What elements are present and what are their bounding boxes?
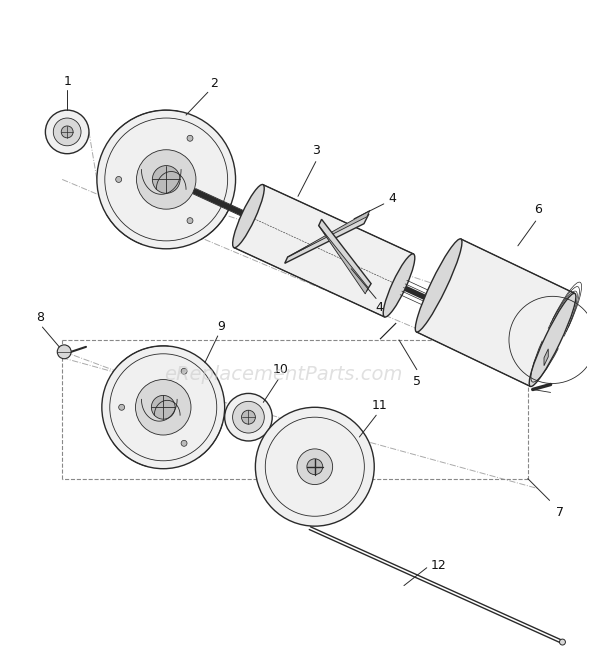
Circle shape (255, 407, 374, 526)
Polygon shape (234, 185, 414, 317)
Ellipse shape (383, 254, 415, 317)
Circle shape (57, 345, 71, 359)
Polygon shape (544, 349, 548, 366)
Text: 12: 12 (431, 559, 447, 572)
Ellipse shape (415, 239, 462, 332)
Text: 2: 2 (210, 77, 218, 90)
Polygon shape (380, 323, 396, 339)
Circle shape (136, 380, 191, 435)
Circle shape (53, 118, 81, 146)
Circle shape (116, 177, 122, 183)
Circle shape (241, 410, 255, 424)
Circle shape (97, 110, 235, 249)
Circle shape (225, 393, 272, 441)
Circle shape (152, 165, 180, 193)
Circle shape (232, 401, 264, 433)
Polygon shape (417, 239, 575, 386)
Circle shape (136, 150, 196, 209)
Text: 10: 10 (272, 363, 288, 376)
Circle shape (45, 110, 89, 153)
Ellipse shape (529, 293, 576, 386)
Text: 5: 5 (413, 374, 421, 388)
Polygon shape (319, 226, 368, 294)
Text: 4: 4 (375, 301, 383, 315)
Circle shape (152, 395, 175, 419)
Text: 1: 1 (63, 75, 71, 88)
Ellipse shape (232, 185, 264, 248)
Circle shape (187, 135, 193, 141)
Circle shape (297, 449, 333, 485)
Circle shape (187, 218, 193, 224)
Polygon shape (319, 219, 371, 291)
Text: eReplacementParts.com: eReplacementParts.com (164, 365, 402, 384)
Circle shape (559, 639, 565, 645)
Circle shape (307, 459, 323, 475)
Text: 4: 4 (389, 193, 396, 205)
Text: 8: 8 (37, 311, 44, 324)
Circle shape (61, 126, 73, 138)
Text: 11: 11 (371, 399, 387, 412)
Polygon shape (285, 214, 369, 264)
Text: 7: 7 (556, 507, 563, 519)
Circle shape (102, 346, 225, 469)
Text: 6: 6 (534, 203, 542, 216)
Text: 3: 3 (312, 143, 320, 157)
Circle shape (119, 404, 124, 410)
Text: 9: 9 (217, 320, 225, 333)
Polygon shape (287, 210, 370, 257)
Circle shape (181, 369, 187, 374)
Circle shape (181, 440, 187, 446)
